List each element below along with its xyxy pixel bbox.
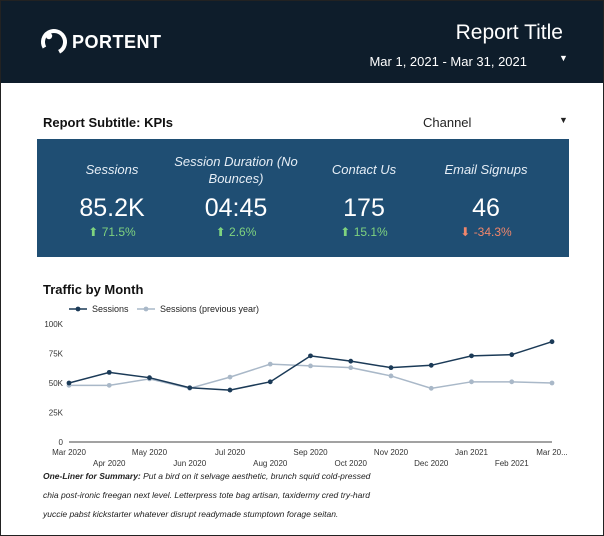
kpi-change: ⬆ 15.1%	[299, 225, 429, 239]
data-point	[227, 387, 233, 393]
x-tick-label: Nov 2020	[374, 448, 409, 457]
portent-logo-icon	[41, 29, 67, 55]
traffic-chart-title: Traffic by Month	[43, 282, 144, 297]
kpi-value: 175	[343, 194, 385, 222]
x-tick-label: Dec 2020	[414, 459, 449, 468]
y-tick-label: 0	[59, 438, 64, 447]
x-tick-label: May 2020	[132, 448, 168, 457]
kpi-value: 85.2K	[79, 194, 145, 222]
kpi-label: Session Duration (No Bounces)	[174, 154, 298, 186]
data-point	[388, 365, 394, 371]
x-tick-label: Sep 2020	[293, 448, 328, 457]
summary-body: Put a bird on it selvage aesthetic, brun…	[43, 471, 371, 519]
kpi-change-value: -34.3%	[473, 225, 512, 239]
data-point	[509, 379, 515, 385]
channel-filter[interactable]: Channel	[423, 115, 472, 130]
data-point	[428, 385, 434, 391]
kpi-label: Email Signups	[444, 162, 528, 177]
data-point	[66, 380, 72, 386]
report-title: Report Title	[455, 21, 563, 44]
data-point	[388, 373, 394, 379]
kpi-change: ⬆ 71.5%	[47, 225, 177, 239]
legend-marker	[75, 306, 81, 312]
kpi-value: 46	[472, 194, 500, 222]
summary-lead: One-Liner for Summary:	[43, 471, 141, 481]
data-point	[106, 382, 112, 388]
x-tick-label: Jan 2021	[455, 448, 488, 457]
kpi-label: Sessions	[85, 162, 139, 177]
data-point	[267, 361, 273, 367]
x-tick-label: Aug 2020	[253, 459, 288, 468]
kpi-label: Contact Us	[331, 162, 397, 177]
data-point	[227, 374, 233, 380]
legend-label: Sessions	[92, 304, 129, 314]
arrow-down-icon: ⬇	[460, 225, 471, 239]
traffic-line-chart: 0 25K 50K 75K 100K Mar 2020 Apr 2020 May 2020 Ju…	[44, 304, 568, 468]
arrow-up-icon: ⬆	[88, 225, 99, 239]
summary-text: One-Liner for Summary: Put a bird on it …	[43, 467, 383, 524]
y-tick-label: 75K	[49, 350, 64, 359]
x-tick-label: Feb 2021	[495, 459, 529, 468]
data-point	[308, 353, 313, 359]
legend-label: Sessions (previous year)	[160, 304, 259, 314]
data-point	[469, 353, 474, 359]
kpi-change-value: 2.6%	[229, 225, 257, 239]
caret-down-icon[interactable]: ▼	[559, 53, 568, 63]
data-point	[348, 365, 354, 371]
x-tick-label: Mar 2020	[52, 448, 86, 457]
x-tick-label: Jul 2020	[215, 448, 246, 457]
logo-text: PORTENT	[72, 31, 162, 52]
data-point	[549, 380, 555, 386]
x-tick-label: Apr 2020	[93, 459, 126, 468]
data-point	[267, 379, 273, 385]
legend-marker	[143, 306, 149, 312]
data-point	[469, 379, 474, 385]
data-point	[308, 363, 313, 369]
report-header: PORTENT Report Title Mar 1, 2021 - Mar 3…	[1, 1, 603, 83]
arrow-up-icon: ⬆	[215, 225, 226, 239]
caret-down-icon[interactable]: ▼	[559, 115, 568, 125]
data-point	[187, 385, 193, 391]
kpi-change: ⬇ -34.3%	[421, 225, 551, 239]
arrow-up-icon: ⬆	[340, 225, 351, 239]
data-point	[147, 375, 152, 381]
data-point	[428, 362, 434, 368]
report-subtitle: Report Subtitle: KPIs	[43, 115, 174, 130]
y-tick-label: 25K	[49, 409, 64, 418]
kpi-scorecard-panel: Sessions 85.2K ⬆ 71.5% Session Duration …	[37, 139, 569, 257]
kpi-change-value: 15.1%	[353, 225, 388, 239]
x-tick-label: Mar 20...	[536, 448, 568, 457]
kpi-change-value: 71.5%	[101, 225, 136, 239]
data-point	[509, 352, 515, 358]
kpi-value: 04:45	[204, 194, 268, 222]
data-point	[348, 358, 354, 364]
data-point	[106, 369, 112, 375]
y-tick-label: 100K	[44, 320, 63, 329]
kpi-change: ⬆ 2.6%	[171, 225, 301, 239]
x-tick-label: Oct 2020	[335, 459, 368, 468]
date-range-picker[interactable]: Mar 1, 2021 - Mar 31, 2021	[369, 54, 527, 69]
x-tick-label: Jun 2020	[173, 459, 206, 468]
data-point	[549, 339, 555, 345]
y-tick-label: 50K	[49, 379, 64, 388]
portent-logo: PORTENT	[39, 27, 162, 57]
